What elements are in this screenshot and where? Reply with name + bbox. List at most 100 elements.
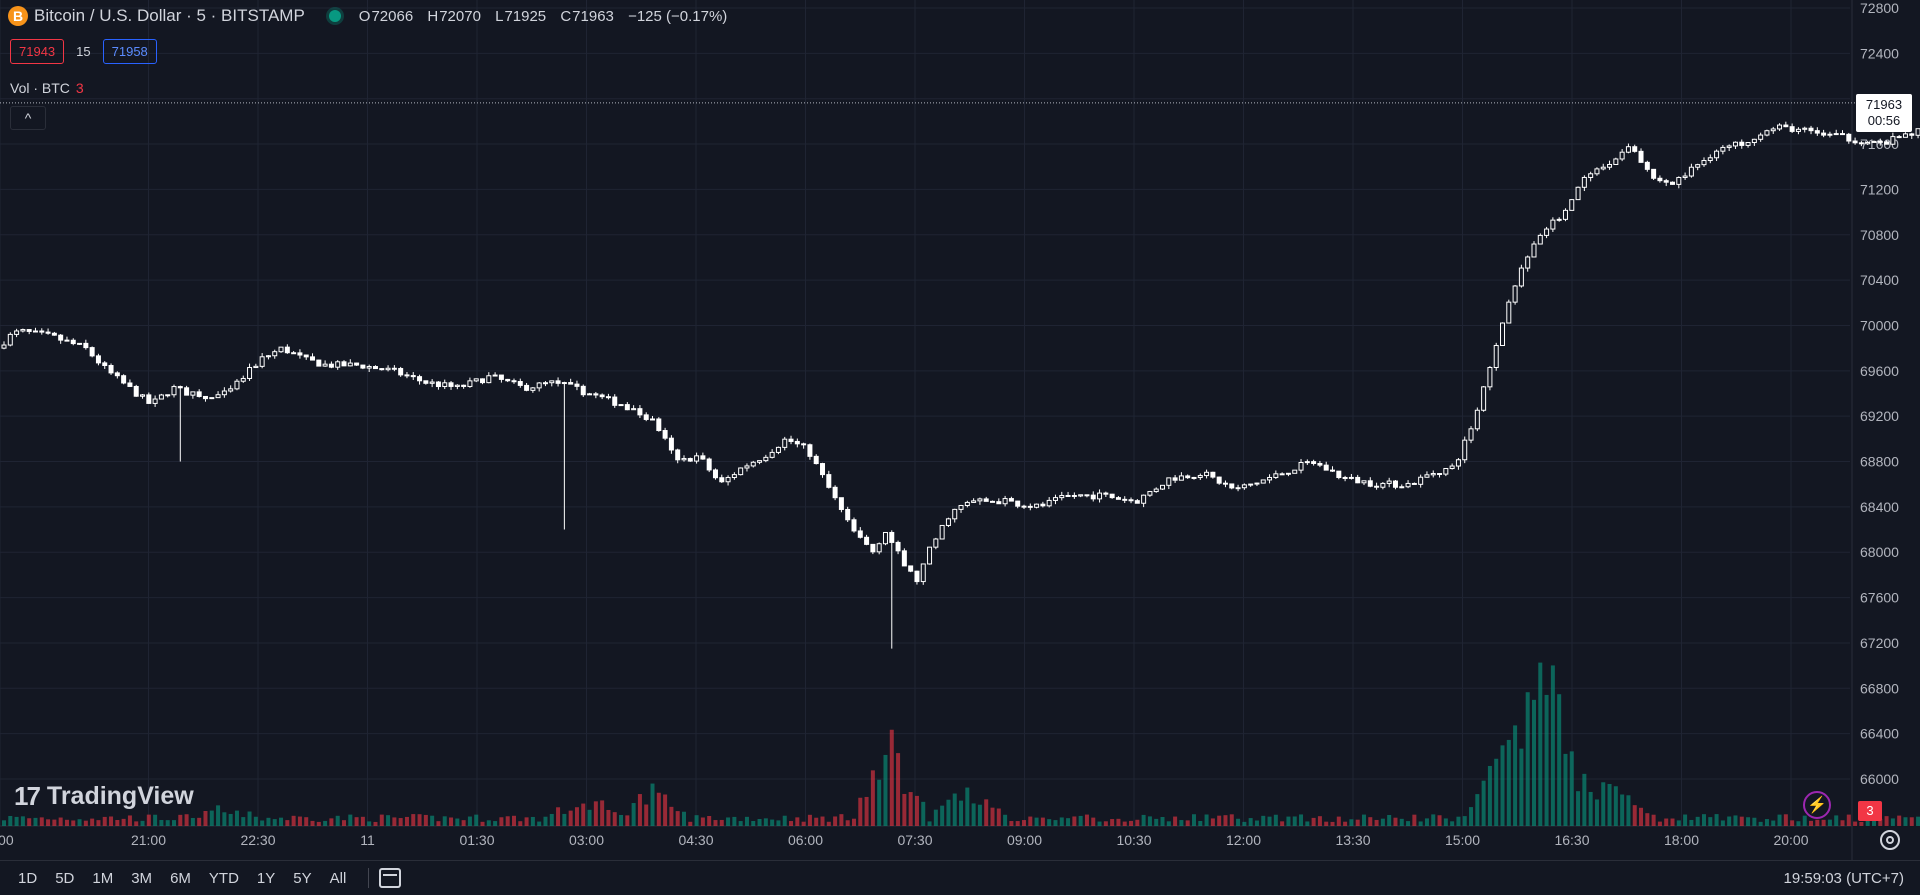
range-selector: 1D 5D 1M 3M 6M YTD 1Y 5Y All xyxy=(0,870,364,887)
volume-bar xyxy=(1475,794,1480,826)
candle-up xyxy=(1304,461,1310,464)
candle-down xyxy=(391,367,397,370)
sell-button[interactable]: 71943 xyxy=(10,39,65,64)
range-ytd[interactable]: YTD xyxy=(208,869,239,887)
range-6m[interactable]: 6M xyxy=(170,869,191,887)
x-tick-label: 13:30 xyxy=(1335,832,1370,848)
volume-bar xyxy=(1827,819,1832,826)
candle-down xyxy=(202,395,208,400)
range-1m[interactable]: 1M xyxy=(92,869,114,887)
volume-bar xyxy=(1594,799,1599,826)
volume-bar xyxy=(1897,815,1902,826)
volume-bar xyxy=(1802,815,1807,826)
volume-bar xyxy=(1418,821,1423,826)
range-1d[interactable]: 1D xyxy=(18,869,38,887)
y-tick-label: 72800 xyxy=(1860,0,1899,16)
volume-bar xyxy=(1399,818,1404,826)
candle-down xyxy=(794,440,800,445)
candle-down xyxy=(832,486,838,499)
candle-down xyxy=(1216,476,1222,484)
volume-bar xyxy=(656,792,661,826)
candle-up xyxy=(945,518,951,526)
range-5d[interactable]: 5D xyxy=(55,869,75,887)
candle-up xyxy=(20,329,26,332)
volume-bar xyxy=(807,814,812,826)
volume-bar xyxy=(310,820,315,826)
candle-up xyxy=(322,363,328,367)
volume-bar xyxy=(1141,814,1146,826)
volume-bar xyxy=(1645,813,1650,826)
x-tick-label: 9:00 xyxy=(0,832,14,848)
candle-up xyxy=(1273,473,1279,478)
candle-down xyxy=(1632,146,1638,152)
volume-bar xyxy=(449,817,454,826)
candle-up xyxy=(1474,409,1480,430)
volume-bar xyxy=(1015,821,1020,826)
calendar-icon[interactable] xyxy=(379,868,402,888)
last-price: 71963 xyxy=(1865,97,1903,112)
candle-up xyxy=(1525,256,1531,269)
range-all[interactable]: All xyxy=(329,869,347,887)
range-3m[interactable]: 3M xyxy=(131,869,153,887)
candle-up xyxy=(1714,150,1720,159)
candle-down xyxy=(121,375,127,384)
candle-down xyxy=(668,437,674,451)
volume-bar xyxy=(486,820,491,826)
candle-up xyxy=(152,398,158,404)
range-5y[interactable]: 5Y xyxy=(293,869,312,887)
candle-up xyxy=(1588,173,1594,178)
volume-bar xyxy=(543,816,548,826)
candle-down xyxy=(1783,124,1789,128)
candle-down xyxy=(423,380,429,384)
volume-bar xyxy=(1254,820,1259,826)
candle-up xyxy=(561,382,567,385)
volume-bar xyxy=(1626,795,1631,826)
volume-bar xyxy=(606,809,611,826)
candle-down xyxy=(316,359,322,367)
volume-bar xyxy=(1834,815,1839,826)
lightning-icon[interactable]: ⚡ xyxy=(1803,791,1831,819)
volume-bar xyxy=(933,809,938,826)
candle-down xyxy=(64,339,70,342)
volume-bar xyxy=(537,821,542,826)
range-1y[interactable]: 1Y xyxy=(256,869,276,887)
volume-bar xyxy=(455,818,460,826)
volume-bar xyxy=(467,816,472,826)
volume-bar xyxy=(877,779,882,826)
volume-bar xyxy=(71,820,76,826)
volume-bar xyxy=(1796,821,1801,826)
y-tick-label: 70000 xyxy=(1860,317,1899,333)
volume-bar xyxy=(1349,819,1354,826)
volume-bar xyxy=(8,815,13,826)
volume-bar xyxy=(1733,815,1738,826)
candle-down xyxy=(719,477,725,483)
volume-bar xyxy=(965,787,970,826)
gear-icon[interactable] xyxy=(1880,830,1900,850)
bar-countdown: 00:56 xyxy=(1867,113,1901,128)
volume-bar xyxy=(354,817,359,826)
volume-bar xyxy=(1506,739,1511,826)
collapse-legend-button[interactable]: ^ xyxy=(10,106,46,130)
volume-bar xyxy=(952,793,957,826)
symbol-title[interactable]: Bitcoin / U.S. Dollar · 5 · BITSTAMP xyxy=(34,6,305,25)
candle-down xyxy=(410,375,416,378)
volume-bar xyxy=(1299,814,1304,826)
volume-bar xyxy=(858,797,863,826)
volume-bar xyxy=(1487,765,1492,826)
volume-bar xyxy=(279,817,284,826)
candle-up xyxy=(1166,477,1172,486)
y-tick-label: 70800 xyxy=(1860,227,1899,243)
candle-up xyxy=(1481,386,1487,411)
candle-up xyxy=(1865,141,1871,145)
volume-bar xyxy=(323,820,328,826)
volume-legend[interactable]: Vol · BTC 3 xyxy=(10,80,84,96)
candle-down xyxy=(1858,142,1864,145)
x-tick-label: 10:30 xyxy=(1116,832,1151,848)
buy-button[interactable]: 71958 xyxy=(102,39,157,64)
volume-bar xyxy=(1689,819,1694,826)
clock[interactable]: 19:59:03 (UTC+7) xyxy=(1783,870,1904,887)
candle-down xyxy=(580,385,586,396)
volume-bar xyxy=(1846,814,1851,826)
candle-up xyxy=(694,455,700,462)
